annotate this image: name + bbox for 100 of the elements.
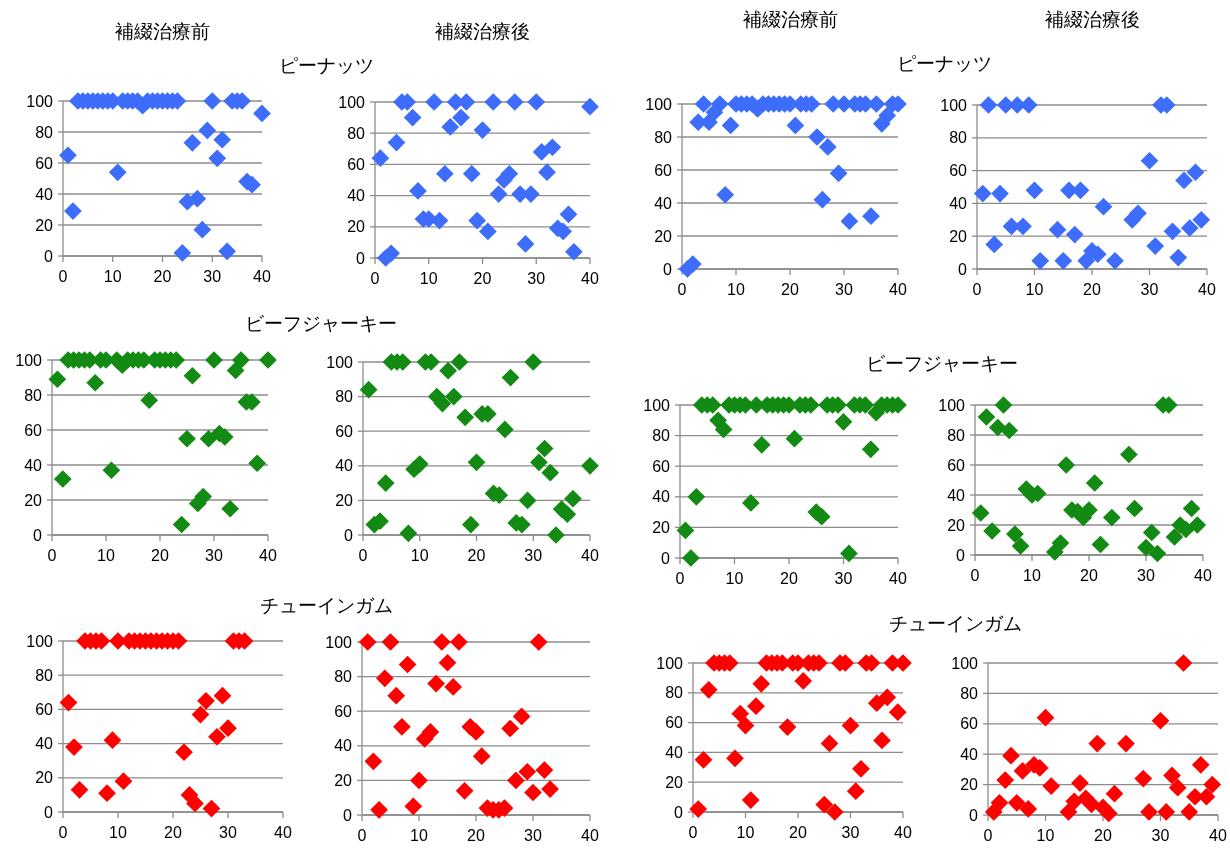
x-tick-label: 20 bbox=[151, 547, 169, 564]
y-tick-label: 0 bbox=[33, 526, 43, 544]
y-tick-label: 20 bbox=[654, 227, 673, 245]
x-tick-label: 10 bbox=[736, 824, 755, 841]
y-tick-label: 100 bbox=[326, 353, 354, 371]
y-tick-label: 0 bbox=[44, 803, 54, 821]
y-tick-label: 80 bbox=[960, 685, 979, 702]
x-tick-label: 0 bbox=[58, 824, 68, 841]
x-tick-label: 20 bbox=[153, 268, 172, 285]
y-tick-label: 20 bbox=[652, 519, 671, 536]
y-tick-label: 0 bbox=[674, 803, 684, 821]
y-tick-label: 100 bbox=[325, 633, 353, 651]
x-tick-label: 10 bbox=[727, 281, 745, 298]
chart-title: 補綴治療後 bbox=[1044, 9, 1140, 30]
y-tick-label: 100 bbox=[26, 632, 54, 650]
y-tick-label: 20 bbox=[334, 772, 353, 789]
x-tick-label: 40 bbox=[894, 824, 912, 841]
x-tick-label: 30 bbox=[1151, 827, 1170, 844]
y-tick-label: 80 bbox=[947, 426, 966, 444]
x-tick-label: 30 bbox=[841, 824, 860, 841]
y-tick-label: 60 bbox=[347, 156, 366, 173]
y-tick-label: 20 bbox=[335, 492, 354, 509]
y-tick-label: 20 bbox=[35, 769, 54, 787]
x-tick-label: 10 bbox=[1025, 281, 1044, 298]
x-tick-label: 20 bbox=[781, 281, 799, 298]
y-tick-label: 60 bbox=[652, 457, 671, 475]
y-tick-label: 80 bbox=[24, 386, 43, 404]
y-tick-label: 100 bbox=[26, 92, 54, 110]
y-tick-label: 0 bbox=[356, 249, 366, 267]
x-tick-label: 20 bbox=[164, 824, 182, 841]
x-tick-label: 20 bbox=[1094, 827, 1112, 844]
y-tick-label: 80 bbox=[35, 123, 54, 141]
y-tick-label: 60 bbox=[24, 421, 43, 439]
y-tick-label: 20 bbox=[24, 491, 43, 509]
text: ビーフジャーキー bbox=[245, 313, 397, 334]
text: ピーナッツ bbox=[279, 55, 374, 76]
y-tick-label: 40 bbox=[35, 735, 54, 753]
y-tick-label: 80 bbox=[665, 684, 684, 702]
x-tick-label: 30 bbox=[835, 281, 853, 298]
chart-title: 補綴治療前 bbox=[742, 9, 838, 30]
x-tick-label: 20 bbox=[1083, 281, 1101, 298]
y-tick-label: 60 bbox=[960, 715, 979, 733]
y-tick-label: 100 bbox=[951, 654, 979, 672]
text: チューインガム bbox=[260, 595, 393, 616]
text: ビーフジャーキー bbox=[865, 353, 1018, 374]
x-tick-label: 40 bbox=[259, 547, 277, 564]
y-tick-label: 80 bbox=[35, 666, 54, 684]
x-tick-label: 40 bbox=[581, 270, 599, 287]
x-tick-label: 0 bbox=[983, 827, 993, 844]
x-tick-label: 30 bbox=[1140, 281, 1159, 298]
x-tick-label: 30 bbox=[219, 824, 237, 841]
y-tick-label: 40 bbox=[652, 488, 671, 506]
y-tick-label: 40 bbox=[665, 744, 684, 761]
y-tick-label: 60 bbox=[947, 456, 966, 474]
x-tick-label: 10 bbox=[419, 270, 438, 287]
x-tick-label: 10 bbox=[109, 824, 127, 841]
y-tick-label: 40 bbox=[949, 195, 968, 212]
x-tick-label: 10 bbox=[410, 827, 428, 844]
x-tick-label: 40 bbox=[889, 570, 907, 587]
x-tick-label: 30 bbox=[834, 570, 853, 587]
y-tick-label: 80 bbox=[347, 124, 366, 142]
x-tick-label: 30 bbox=[524, 827, 542, 844]
y-tick-label: 0 bbox=[969, 806, 979, 824]
x-tick-label: 20 bbox=[780, 570, 798, 587]
y-tick-label: 100 bbox=[938, 396, 966, 414]
chart-title: 補綴治療後 bbox=[435, 21, 530, 42]
y-tick-label: 40 bbox=[347, 187, 366, 205]
y-tick-label: 80 bbox=[654, 128, 673, 146]
x-tick-label: 20 bbox=[473, 270, 492, 287]
y-tick-label: 80 bbox=[334, 668, 353, 686]
x-tick-label: 40 bbox=[1209, 827, 1227, 844]
y-tick-label: 0 bbox=[344, 526, 354, 544]
y-tick-label: 40 bbox=[654, 194, 673, 212]
y-tick-label: 40 bbox=[947, 486, 966, 504]
y-tick-label: 20 bbox=[949, 227, 968, 245]
y-tick-label: 100 bbox=[656, 654, 684, 672]
x-tick-label: 0 bbox=[370, 270, 380, 287]
x-tick-label: 20 bbox=[1080, 567, 1098, 584]
y-tick-label: 20 bbox=[347, 218, 366, 236]
x-tick-label: 20 bbox=[467, 827, 485, 844]
x-tick-label: 10 bbox=[97, 547, 115, 564]
y-tick-label: 0 bbox=[343, 806, 353, 824]
x-tick-label: 10 bbox=[1023, 567, 1041, 584]
x-tick-label: 10 bbox=[410, 547, 429, 564]
x-tick-label: 20 bbox=[789, 824, 807, 841]
y-tick-label: 60 bbox=[334, 702, 353, 720]
x-tick-label: 30 bbox=[203, 268, 222, 285]
y-tick-label: 20 bbox=[947, 516, 966, 534]
x-tick-label: 10 bbox=[103, 268, 122, 285]
y-tick-label: 80 bbox=[949, 129, 968, 147]
y-tick-label: 60 bbox=[35, 154, 54, 172]
y-tick-label: 40 bbox=[35, 185, 54, 203]
y-tick-label: 40 bbox=[960, 745, 979, 763]
y-tick-label: 20 bbox=[960, 776, 979, 794]
text: チューインガム bbox=[889, 613, 1022, 634]
chart-title: 補綴治療前 bbox=[115, 21, 210, 42]
y-tick-label: 100 bbox=[645, 95, 673, 113]
x-tick-label: 40 bbox=[889, 281, 907, 298]
y-tick-label: 40 bbox=[24, 456, 43, 474]
x-tick-label: 40 bbox=[253, 268, 271, 285]
